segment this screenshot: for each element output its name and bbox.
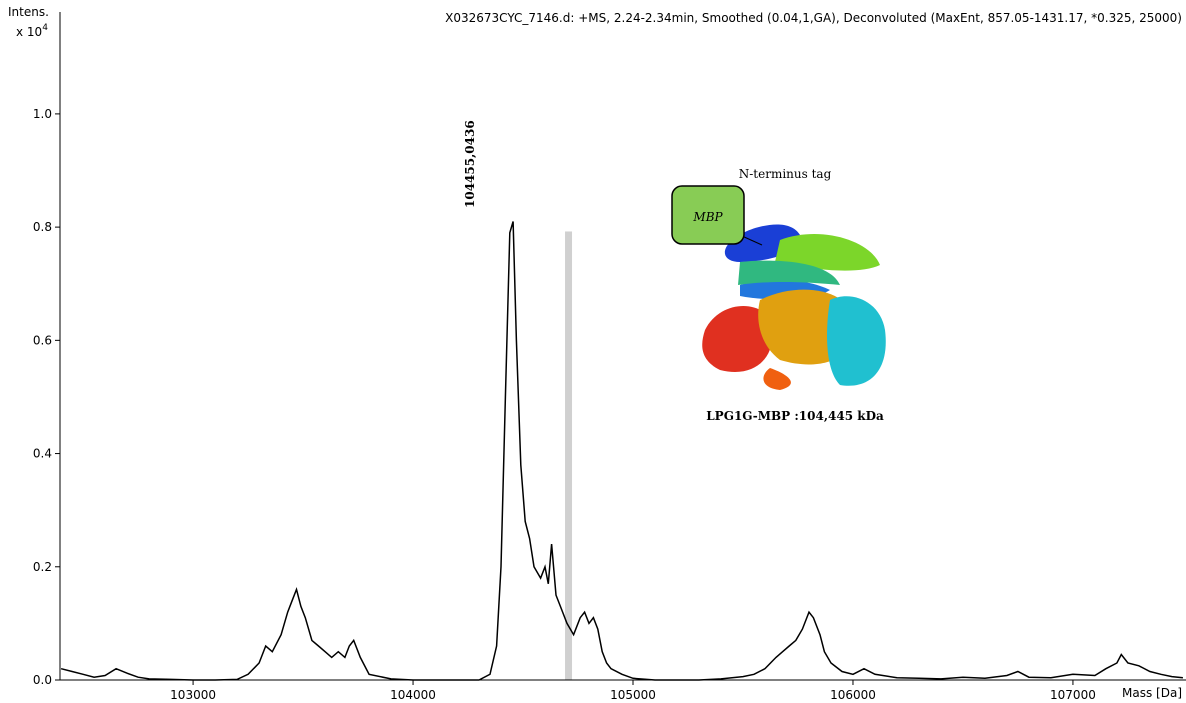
x-tick-label: 104000: [390, 688, 436, 702]
y-scale-base: x 10: [16, 25, 42, 39]
y-scale-exp: 4: [42, 23, 48, 33]
box-label: MBP: [692, 210, 723, 224]
peak-label: 104455,0436: [463, 120, 477, 208]
y-tick-label: 0.4: [33, 447, 52, 461]
peak-highlight: [565, 231, 573, 680]
x-tick-label: 106000: [830, 688, 876, 702]
x-tick-label: 107000: [1050, 688, 1096, 702]
y-axis-label: Intens.: [8, 5, 49, 19]
chart-title: X032673CYC_7146.d: +MS, 2.24-2.34min, Sm…: [445, 11, 1182, 25]
x-axis-label: Mass [Da]: [1122, 686, 1182, 700]
tag-label: N-terminus tag: [739, 167, 832, 181]
spectrum-line: [60, 221, 1183, 681]
protein-illustration: [671, 185, 886, 390]
protein-label: LPG1G-MBP :104,445 kDa: [706, 409, 884, 423]
y-tick-label: 0.6: [33, 333, 52, 347]
y-scale: x 104: [16, 23, 48, 39]
y-tick-label: 0.2: [33, 560, 52, 574]
y-tick-label: 1.0: [33, 107, 52, 121]
x-tick-label: 103000: [170, 688, 216, 702]
y-tick-label: 0.0: [33, 673, 52, 687]
x-tick-label: 105000: [610, 688, 656, 702]
y-tick-label: 0.8: [33, 220, 52, 234]
